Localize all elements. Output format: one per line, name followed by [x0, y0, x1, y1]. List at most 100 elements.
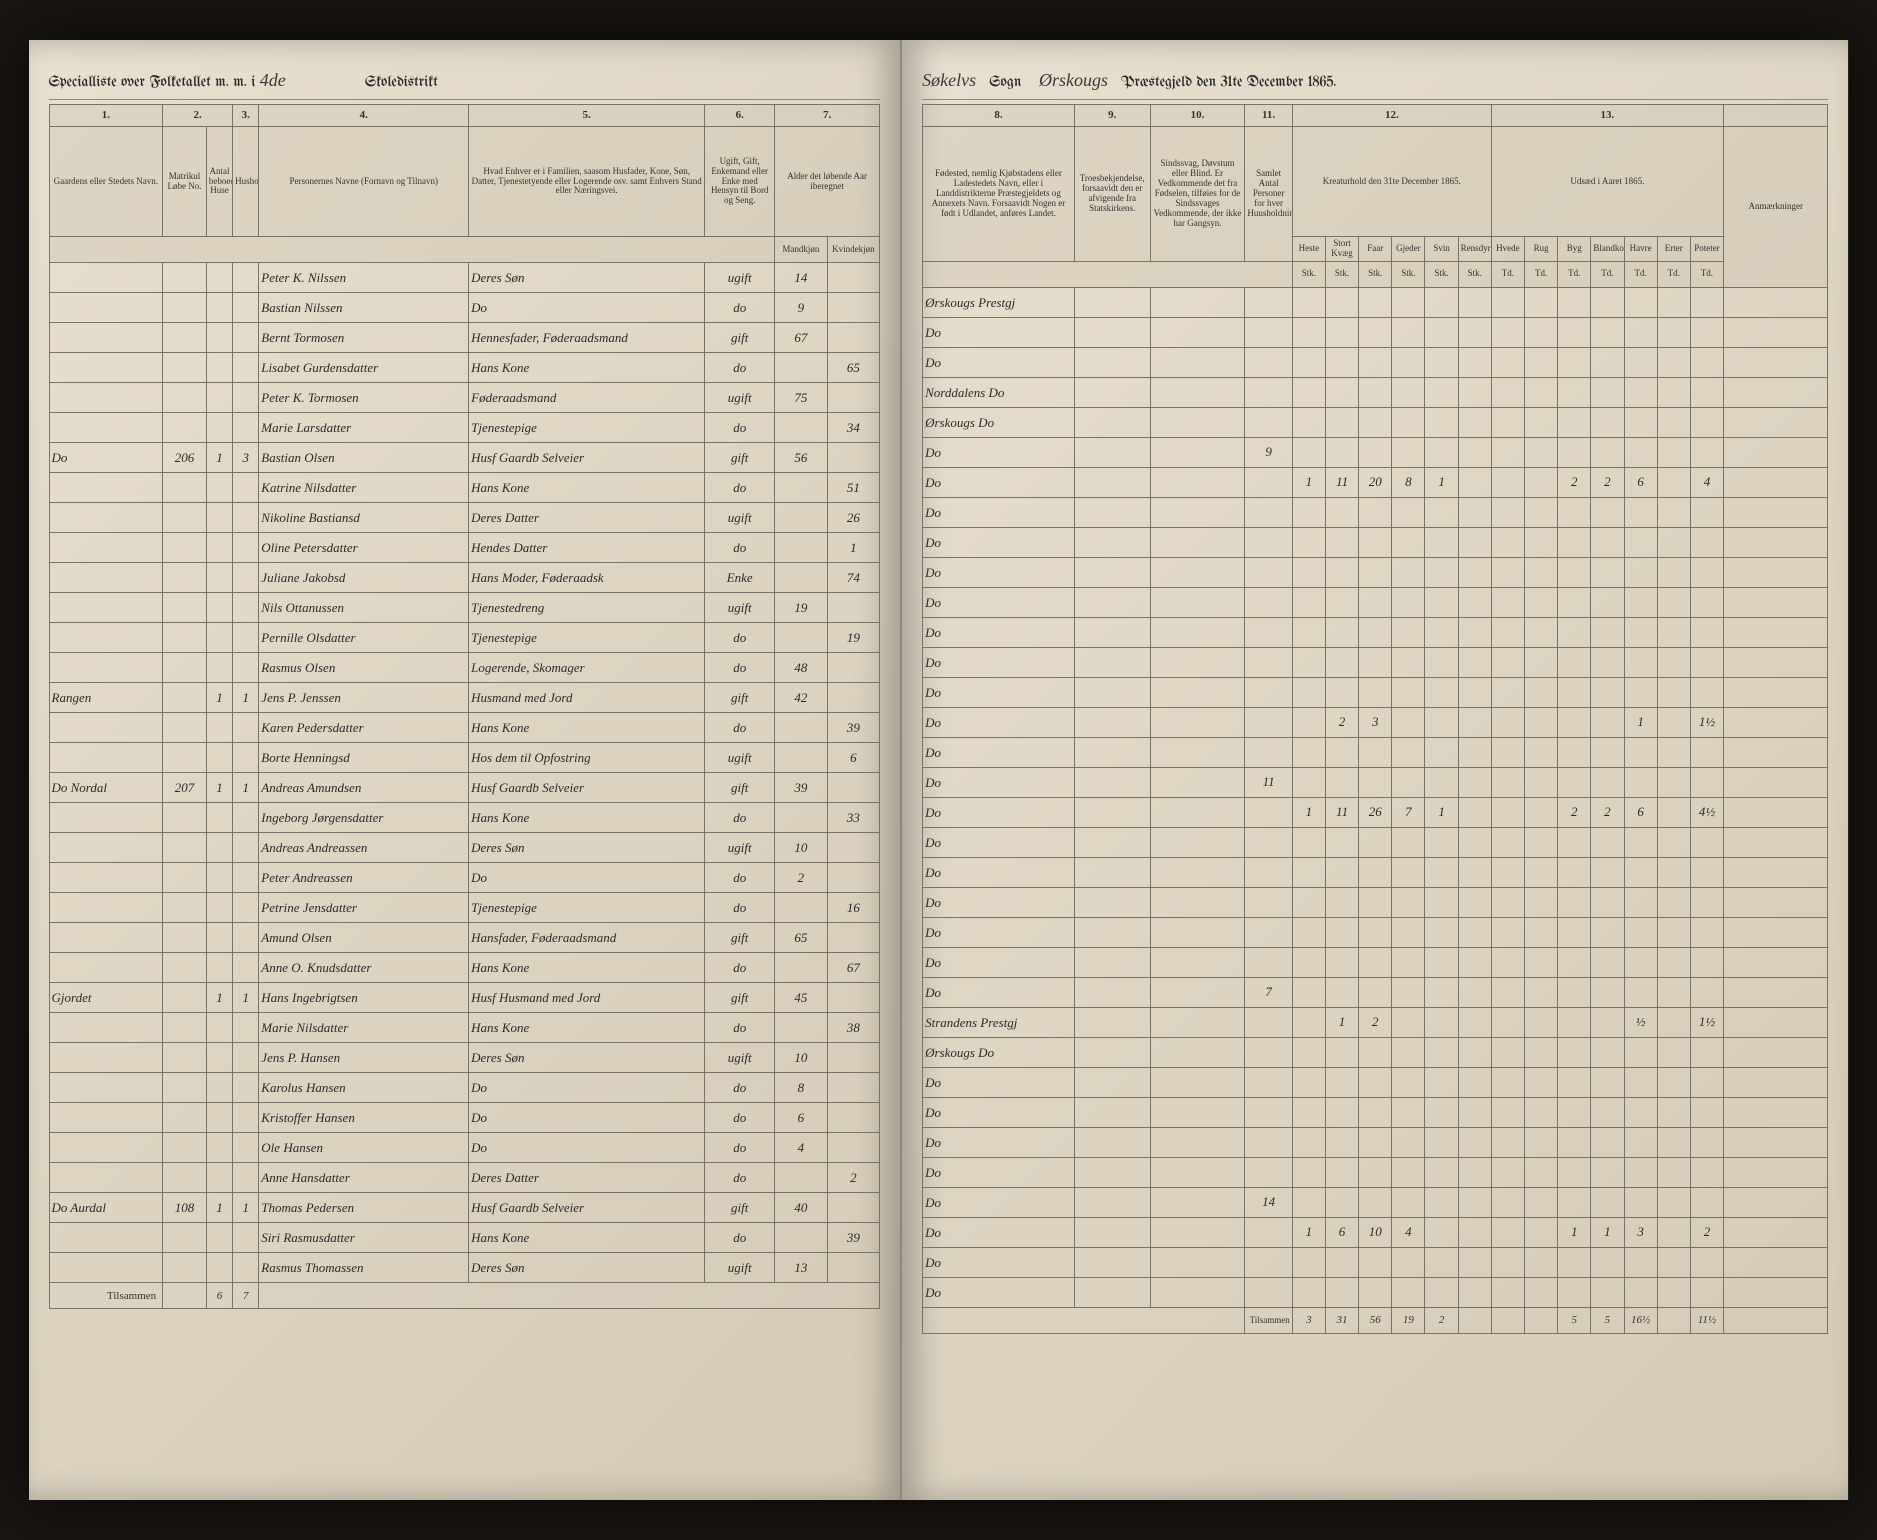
- matrikul-cell: [163, 1043, 207, 1073]
- table-row: Rasmus OlsenLogerende, Skomagerdo48: [49, 653, 880, 683]
- seed-cell: [1525, 707, 1558, 737]
- livestock-cell: [1292, 1187, 1325, 1217]
- household-count-cell: 9: [1245, 437, 1292, 467]
- name-cell: Thomas Pedersen: [259, 1193, 469, 1223]
- disability-cell: [1150, 707, 1245, 737]
- disability-cell: [1150, 737, 1245, 767]
- table-row: Ørskougs Prestgj: [923, 287, 1828, 317]
- seed-cell: [1525, 587, 1558, 617]
- faith-cell: [1074, 587, 1150, 617]
- matrikul-cell: [163, 1013, 207, 1043]
- seed-cell: 6: [1624, 467, 1657, 497]
- livestock-cell: [1325, 557, 1358, 587]
- disability-cell: [1150, 617, 1245, 647]
- disability-cell: [1150, 1067, 1245, 1097]
- header-prefix: Specialliste over Folketallet m. m. i: [49, 74, 256, 90]
- livestock-cell: [1392, 857, 1425, 887]
- household-count-cell: [1245, 467, 1292, 497]
- livestock-cell: [1458, 407, 1491, 437]
- seed-cell: [1624, 677, 1657, 707]
- hushold-cell: [233, 293, 259, 323]
- livestock-cell: [1458, 977, 1491, 1007]
- table-row: Ole HansenDodo4: [49, 1133, 880, 1163]
- livestock-cell: [1359, 347, 1392, 377]
- table-row: Do: [923, 1067, 1828, 1097]
- age-m-cell: [775, 803, 827, 833]
- table-row: Do: [923, 887, 1828, 917]
- table-row: Pernille OlsdatterTjenestepigedo19: [49, 623, 880, 653]
- seed-cell: [1525, 287, 1558, 317]
- age-m-cell: [775, 743, 827, 773]
- name-cell: Peter Andreassen: [259, 863, 469, 893]
- livestock-cell: [1425, 677, 1458, 707]
- age-m-cell: 45: [775, 983, 827, 1013]
- seed-cell: 4½: [1690, 797, 1723, 827]
- footer-label-right: Tilsammen: [1245, 1307, 1292, 1333]
- livestock-cell: [1425, 1217, 1458, 1247]
- livestock-cell: [1458, 557, 1491, 587]
- livestock-cell: [1325, 977, 1358, 1007]
- disability-cell: [1150, 677, 1245, 707]
- birth-cell: Do: [923, 767, 1075, 797]
- household-count-cell: [1245, 527, 1292, 557]
- seed-cell: [1657, 797, 1690, 827]
- household-count-cell: [1245, 497, 1292, 527]
- table-row: Juliane JakobsdHans Moder, FøderaadskEnk…: [49, 563, 880, 593]
- relation-cell: Deres Søn: [469, 1253, 705, 1283]
- civil-cell: do: [705, 473, 775, 503]
- livestock-cell: 26: [1359, 797, 1392, 827]
- disability-cell: [1150, 587, 1245, 617]
- civil-cell: ugift: [705, 1253, 775, 1283]
- birth-cell: Do: [923, 467, 1075, 497]
- table-row: Do: [923, 617, 1828, 647]
- remarks-cell: [1724, 557, 1828, 587]
- matrikul-cell: [163, 503, 207, 533]
- h-alder: Alder det løbende Aar iberegnet: [775, 127, 880, 237]
- table-row: Do11: [923, 767, 1828, 797]
- seed-cell: [1591, 317, 1624, 347]
- livestock-cell: [1292, 1067, 1325, 1097]
- livestock-cell: [1325, 347, 1358, 377]
- livestock-cell: 1: [1325, 1007, 1358, 1037]
- col-8: 8.: [923, 105, 1075, 127]
- gaard-cell: [49, 863, 163, 893]
- birth-cell: Ørskougs Prestgj: [923, 287, 1075, 317]
- age-m-cell: 67: [775, 323, 827, 353]
- seed-cell: [1624, 977, 1657, 1007]
- gaard-cell: [49, 743, 163, 773]
- seed-cell: [1624, 347, 1657, 377]
- civil-cell: do: [705, 1163, 775, 1193]
- livestock-cell: [1458, 527, 1491, 557]
- seed-cell: [1491, 827, 1524, 857]
- name-cell: Kristoffer Hansen: [259, 1103, 469, 1133]
- seed-cell: [1624, 1277, 1657, 1307]
- table-row: Do: [923, 587, 1828, 617]
- huse-cell: [206, 1013, 232, 1043]
- blank-subhead: [49, 237, 775, 263]
- seed-cell: [1690, 527, 1723, 557]
- age-m-cell: 40: [775, 1193, 827, 1223]
- livestock-cell: [1425, 767, 1458, 797]
- age-f-cell: [827, 1103, 879, 1133]
- col-9: 9.: [1074, 105, 1150, 127]
- livestock-cell: [1292, 647, 1325, 677]
- seed-cell: [1525, 1037, 1558, 1067]
- livestock-cell: [1458, 767, 1491, 797]
- seed-cell: [1591, 827, 1624, 857]
- faith-cell: [1074, 557, 1150, 587]
- remarks-cell: [1724, 287, 1828, 317]
- h-kreatur: Kreaturhold den 31te December 1865.: [1292, 127, 1491, 237]
- seed-cell: [1624, 827, 1657, 857]
- gaard-cell: [49, 833, 163, 863]
- matrikul-cell: [163, 833, 207, 863]
- seed-cell: [1491, 1037, 1524, 1067]
- seed-cell: [1525, 1007, 1558, 1037]
- livestock-cell: [1425, 647, 1458, 677]
- hushold-cell: [233, 1013, 259, 1043]
- huse-cell: [206, 533, 232, 563]
- seed-cell: ½: [1624, 1007, 1657, 1037]
- faith-cell: [1074, 317, 1150, 347]
- civil-cell: gift: [705, 983, 775, 1013]
- seed-cell: [1624, 1127, 1657, 1157]
- relation-cell: Hans Kone: [469, 1223, 705, 1253]
